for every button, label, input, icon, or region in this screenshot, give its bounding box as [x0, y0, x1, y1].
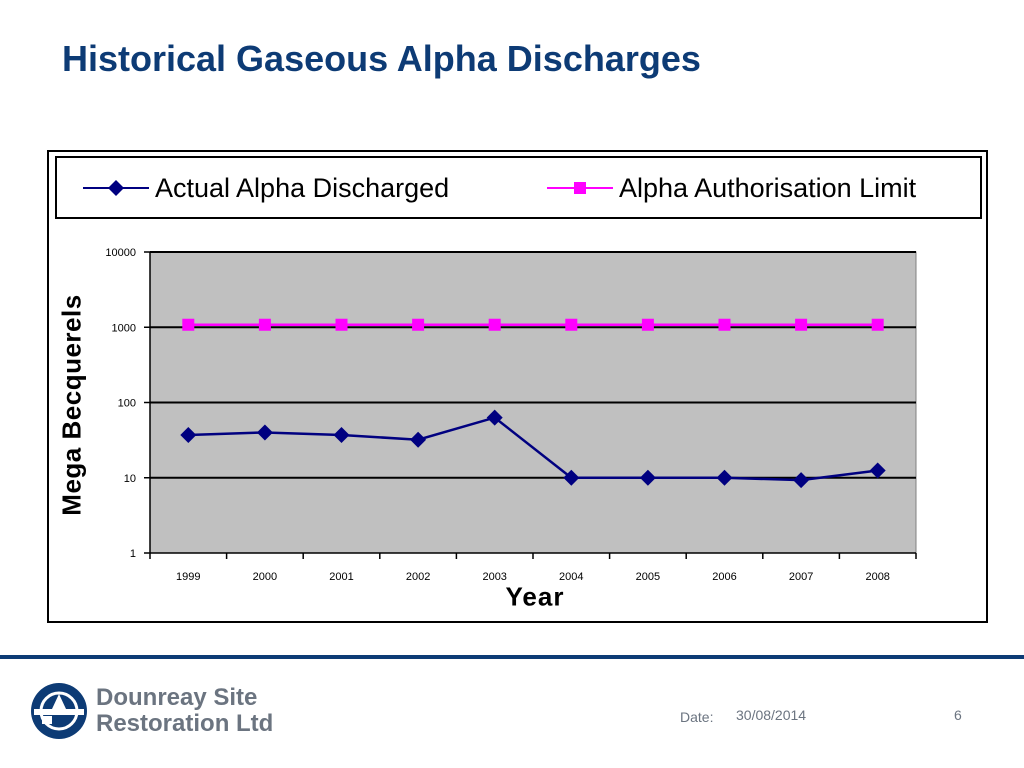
data-point-1: [795, 318, 808, 331]
dounreay-logo-icon: [31, 683, 87, 739]
data-point-1: [565, 318, 578, 331]
data-point-1: [641, 318, 654, 331]
data-point-0: [793, 472, 810, 489]
x-tick-label: 2004: [559, 571, 583, 583]
data-point-0: [869, 462, 886, 479]
series-line-0: [188, 416, 878, 482]
company-logo: Dounreay Site Restoration Ltd: [30, 682, 273, 740]
logo-line-1: Dounreay Site: [96, 684, 258, 711]
x-tick-label: 2000: [253, 571, 277, 583]
data-point-1: [871, 318, 884, 331]
date-value: 30/08/2014: [736, 707, 807, 723]
data-point-0: [639, 469, 656, 486]
x-tick-label: 2008: [865, 571, 889, 583]
data-point-0: [563, 469, 580, 486]
legend-line-diamond-icon: [83, 180, 149, 196]
y-tick-label: 10: [124, 473, 136, 485]
legend-item-limit: Alpha Authorisation Limit: [547, 172, 916, 204]
page-number: 6: [954, 707, 962, 723]
x-tick-label: 2002: [406, 571, 430, 583]
x-tick-label: 2003: [482, 571, 506, 583]
data-point-1: [182, 318, 195, 331]
date-label: Date:: [680, 709, 714, 725]
y-tick-label: 100: [118, 398, 136, 410]
data-point-0: [410, 431, 427, 448]
data-point-1: [488, 318, 501, 331]
legend-label-actual: Actual Alpha Discharged: [155, 172, 450, 203]
data-point-0: [180, 426, 197, 443]
x-axis-title: Year: [505, 581, 565, 612]
logo-line-2: Restoration Ltd: [96, 710, 274, 737]
data-point-0: [486, 409, 503, 426]
legend-line-square-icon: [547, 182, 613, 194]
data-point-0: [333, 426, 350, 443]
x-tick-label: 2005: [636, 571, 660, 583]
y-tick-label: 10000: [105, 247, 136, 259]
slide-title: Historical Gaseous Alpha Discharges: [62, 38, 701, 79]
x-tick-label: 2006: [712, 571, 736, 583]
y-tick-label: 1000: [112, 322, 136, 334]
chart-legend: Actual Alpha Discharged Alpha Authorisat…: [55, 156, 982, 219]
y-tick-label: 1: [130, 548, 136, 560]
data-point-1: [412, 318, 425, 331]
data-point-1: [335, 318, 348, 331]
x-tick-label: 2007: [789, 571, 813, 583]
legend-item-actual: Actual Alpha Discharged: [83, 172, 449, 204]
x-tick-label: 1999: [176, 571, 200, 583]
data-point-0: [256, 424, 273, 441]
data-point-1: [258, 318, 271, 331]
data-point-1: [718, 318, 731, 331]
footer-rule: [0, 655, 1024, 659]
data-point-0: [716, 469, 733, 486]
legend-label-limit: Alpha Authorisation Limit: [619, 172, 917, 203]
x-tick-label: 2001: [329, 571, 353, 583]
y-axis-title: Mega Becquerels: [56, 294, 87, 516]
